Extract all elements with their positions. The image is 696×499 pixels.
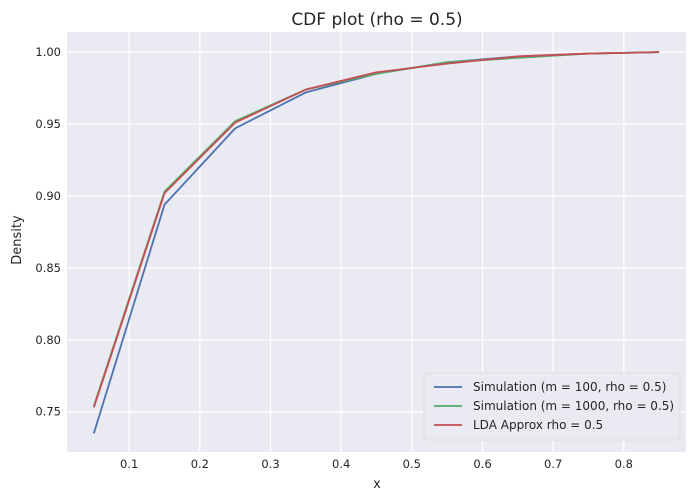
y-axis-label: Density — [10, 215, 25, 265]
legend-label: LDA Approx rho = 0.5 — [473, 418, 603, 432]
x-axis-label: x — [373, 477, 381, 492]
legend-box — [423, 372, 681, 441]
legend-label: Simulation (m = 1000, rho = 0.5) — [473, 399, 674, 413]
x-tick-label: 0.8 — [615, 457, 633, 471]
series-lines — [92, 51, 660, 434]
y-tick-label: 0.90 — [35, 189, 61, 203]
x-tick-label: 0.2 — [191, 457, 209, 471]
x-tick-label: 0.5 — [403, 457, 421, 471]
y-tick-labels: 0.75 0.80 0.85 0.90 0.95 1.00 — [35, 45, 61, 419]
grid — [67, 32, 686, 452]
y-tick-label: 0.95 — [35, 117, 61, 131]
x-tick-label: 0.3 — [261, 457, 279, 471]
y-tick-label: 0.85 — [35, 261, 61, 275]
legend-label: Simulation (m = 100, rho = 0.5) — [473, 380, 666, 394]
x-tick-labels: 0.1 0.2 0.3 0.4 0.5 0.6 0.7 0.8 — [120, 457, 633, 471]
y-tick-label: 0.75 — [35, 405, 61, 419]
y-tick-label: 1.00 — [35, 45, 61, 59]
chart-title: CDF plot (rho = 0.5) — [291, 10, 462, 30]
series-line-3 — [92, 51, 660, 408]
x-tick-label: 0.7 — [544, 457, 562, 471]
y-tick-label: 0.80 — [35, 333, 61, 347]
x-tick-label: 0.1 — [120, 457, 138, 471]
x-tick-label: 0.4 — [332, 457, 350, 471]
x-tick-label: 0.6 — [473, 457, 491, 471]
legend: Simulation (m = 100, rho = 0.5) Simulatio… — [423, 372, 681, 441]
